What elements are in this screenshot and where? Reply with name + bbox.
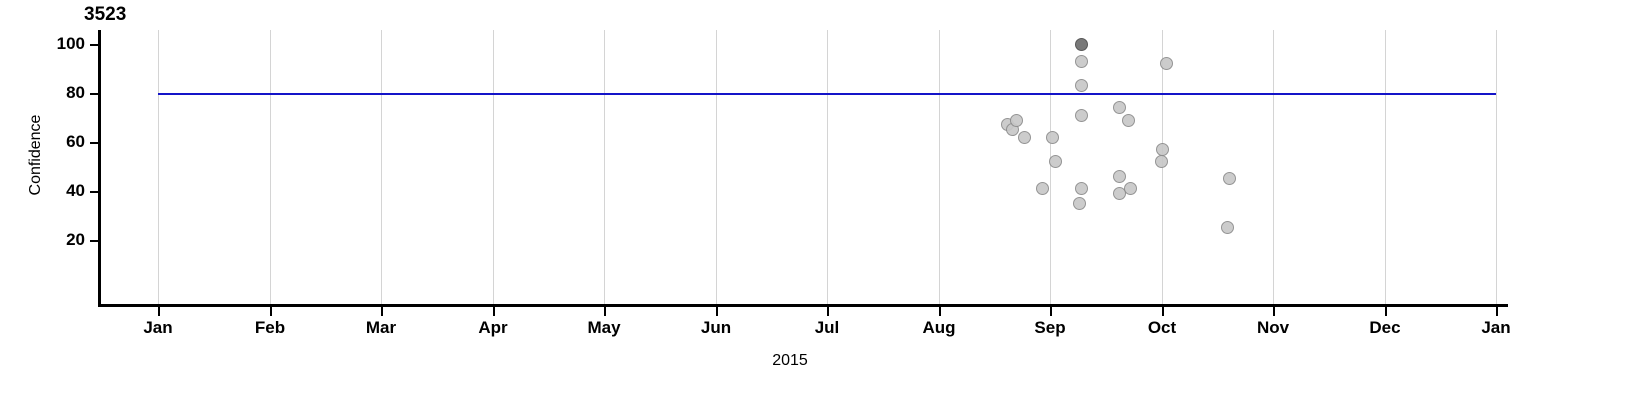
data-point[interactable] (1072, 196, 1086, 210)
data-point[interactable] (1220, 221, 1234, 235)
data-point[interactable] (1074, 108, 1088, 122)
gridline-sep-8 (1050, 30, 1051, 304)
x-tick-mark-1 (270, 307, 272, 316)
y-tick-mark-40 (90, 191, 99, 193)
x-tick-mark-6 (827, 307, 829, 316)
x-tick-label-5: Jun (700, 318, 732, 337)
x-tick-label-2: Mar (365, 318, 397, 337)
x-tick-label-3: Apr (478, 318, 508, 337)
gridline-feb-1 (270, 30, 271, 304)
x-tick-mark-12 (1496, 307, 1498, 316)
data-point[interactable] (1223, 172, 1236, 186)
x-tick-mark-5 (716, 307, 718, 316)
data-point[interactable] (1045, 130, 1059, 144)
data-point[interactable] (1155, 155, 1168, 169)
data-point[interactable] (1074, 37, 1088, 51)
x-tick-label-7: Aug (922, 318, 956, 337)
data-point[interactable] (1156, 142, 1170, 156)
x-tick-mark-7 (939, 307, 941, 316)
x-tick-label-0: Jan (143, 318, 173, 337)
y-axis-line (98, 30, 101, 306)
x-tick-mark-8 (1050, 307, 1052, 316)
data-point[interactable] (1159, 57, 1173, 71)
x-axis-title: 2015 (772, 352, 808, 369)
data-point[interactable] (1074, 54, 1088, 68)
x-axis-line (98, 304, 1508, 307)
gridline-mar-2 (381, 30, 382, 304)
data-point[interactable] (1010, 113, 1023, 127)
gridline-jul-6 (827, 30, 828, 304)
gridline-jun-5 (716, 30, 717, 304)
y-tick-label-100: 100 (56, 34, 85, 53)
x-tick-label-10: Nov (1256, 318, 1290, 337)
y-tick-label-60: 60 (66, 132, 85, 151)
x-tick-mark-9 (1162, 307, 1164, 316)
gridline-aug-7 (939, 30, 940, 304)
y-tick-mark-60 (90, 142, 99, 144)
x-tick-mark-4 (604, 307, 606, 316)
x-tick-label-12: Jan (1481, 318, 1511, 337)
x-tick-mark-3 (493, 307, 495, 316)
data-point[interactable] (1112, 186, 1126, 200)
y-tick-label-80: 80 (66, 83, 85, 102)
chart-title: 3523 (84, 4, 127, 25)
data-point[interactable] (1017, 130, 1031, 144)
data-point[interactable] (1074, 182, 1088, 196)
y-tick-label-20: 20 (66, 230, 85, 249)
gridline-jan-0 (158, 30, 159, 304)
gridline-apr-3 (493, 30, 494, 304)
y-tick-mark-100 (90, 44, 99, 46)
data-point[interactable] (1035, 182, 1049, 196)
gridline-jan-12 (1496, 30, 1497, 304)
x-tick-mark-11 (1385, 307, 1387, 316)
gridline-nov-10 (1273, 30, 1274, 304)
x-tick-label-8: Sep (1034, 318, 1066, 337)
x-tick-label-4: May (587, 318, 621, 337)
data-point[interactable] (1112, 101, 1126, 115)
data-point[interactable] (1074, 79, 1088, 93)
x-tick-label-1: Feb (254, 318, 286, 337)
x-tick-label-6: Jul (814, 318, 840, 337)
y-tick-label-40: 40 (66, 181, 85, 200)
data-point[interactable] (1049, 155, 1063, 169)
threshold-line (158, 93, 1496, 95)
x-tick-mark-0 (158, 307, 160, 316)
x-tick-mark-2 (381, 307, 383, 316)
x-tick-mark-10 (1273, 307, 1275, 316)
data-point[interactable] (1123, 182, 1137, 196)
gridline-may-4 (604, 30, 605, 304)
gridline-dec-11 (1385, 30, 1386, 304)
data-point[interactable] (1112, 169, 1126, 183)
y-tick-mark-20 (90, 240, 99, 242)
x-tick-label-9: Oct (1147, 318, 1177, 337)
x-tick-label-11: Dec (1369, 318, 1401, 337)
data-point[interactable] (1121, 113, 1135, 127)
y-tick-mark-80 (90, 93, 99, 95)
